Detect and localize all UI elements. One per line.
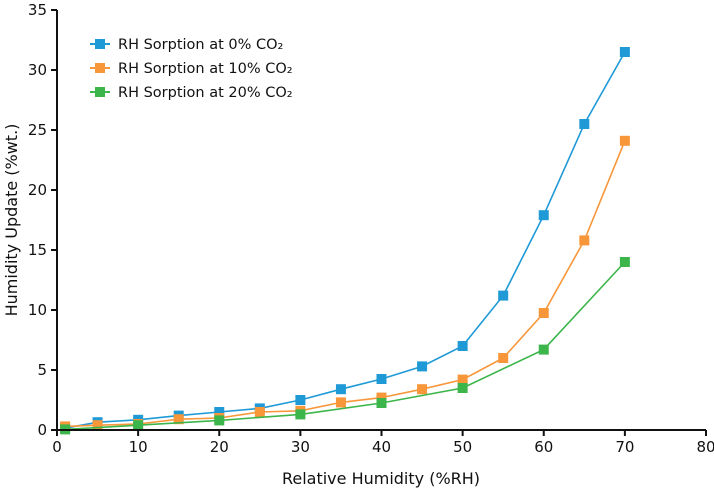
data-point bbox=[417, 384, 428, 395]
series-0 bbox=[60, 47, 630, 434]
data-point bbox=[579, 119, 590, 129]
legend: RH Sorption at 0% CO₂ RH Sorption at 10% … bbox=[90, 37, 293, 101]
data-point bbox=[214, 407, 225, 417]
legend-label: RH Sorption at 20% CO₂ bbox=[118, 85, 293, 101]
y-tick-label: 25 bbox=[28, 121, 47, 139]
data-point bbox=[254, 407, 265, 417]
plot-marks bbox=[60, 47, 630, 435]
legend-marker bbox=[95, 87, 105, 97]
legend-label: RH Sorption at 10% CO₂ bbox=[118, 61, 293, 77]
x-tick-label: 50 bbox=[453, 438, 472, 456]
x-tick-label: 40 bbox=[372, 438, 391, 456]
data-point bbox=[335, 397, 346, 408]
y-tick-label: 20 bbox=[28, 181, 47, 199]
data-point bbox=[538, 344, 549, 355]
x-axis-label: Relative Humidity (%RH) bbox=[282, 469, 480, 488]
data-point bbox=[538, 210, 549, 221]
data-point bbox=[214, 415, 225, 426]
data-point bbox=[295, 409, 306, 420]
data-point bbox=[376, 392, 387, 403]
data-point bbox=[619, 135, 630, 146]
data-point bbox=[457, 374, 468, 385]
data-point bbox=[173, 414, 184, 425]
x-tick-label: 0 bbox=[52, 438, 62, 456]
legend-marker bbox=[95, 39, 105, 49]
y-tick-label: 5 bbox=[37, 361, 47, 379]
y-tick-label: 30 bbox=[28, 61, 47, 79]
data-point bbox=[619, 257, 630, 267]
y-tick-label: 0 bbox=[37, 421, 47, 439]
y-tick-label: 15 bbox=[28, 241, 47, 259]
data-point bbox=[579, 235, 590, 246]
series-line bbox=[65, 261, 626, 431]
y-tick-label: 35 bbox=[28, 1, 47, 19]
x-tick-label: 20 bbox=[210, 438, 229, 456]
x-tick-label: 30 bbox=[291, 438, 310, 456]
data-point bbox=[457, 341, 468, 351]
data-point bbox=[295, 395, 306, 405]
data-point bbox=[619, 47, 630, 57]
data-point bbox=[417, 361, 428, 372]
x-tick-label: 10 bbox=[129, 438, 148, 456]
legend-item: RH Sorption at 20% CO₂ bbox=[90, 85, 293, 101]
data-point bbox=[498, 290, 509, 301]
x-tick-label: 60 bbox=[534, 438, 553, 456]
data-point bbox=[457, 383, 468, 393]
data-point bbox=[538, 308, 549, 318]
legend-label: RH Sorption at 0% CO₂ bbox=[118, 37, 283, 53]
series-line bbox=[64, 51, 626, 429]
legend-item: RH Sorption at 0% CO₂ bbox=[90, 37, 283, 53]
series-line bbox=[65, 140, 626, 428]
data-point bbox=[498, 353, 509, 363]
data-point bbox=[376, 398, 387, 408]
legend-item: RH Sorption at 10% CO₂ bbox=[90, 61, 293, 77]
x-tick-label: 80 bbox=[696, 438, 714, 456]
y-tick-label: 10 bbox=[28, 301, 47, 319]
data-point bbox=[335, 384, 346, 395]
data-point bbox=[376, 374, 387, 384]
data-point bbox=[92, 420, 103, 431]
axes: 0 10 20 30 40 50 60 70 80 0 5 10 15 20 25 30 35 bbox=[28, 1, 714, 456]
legend-marker bbox=[95, 63, 105, 73]
x-tick-label: 70 bbox=[615, 438, 634, 456]
series-2 bbox=[60, 257, 630, 435]
y-axis-label: Humidity Update (%wt.) bbox=[2, 124, 21, 317]
data-point bbox=[133, 420, 144, 431]
